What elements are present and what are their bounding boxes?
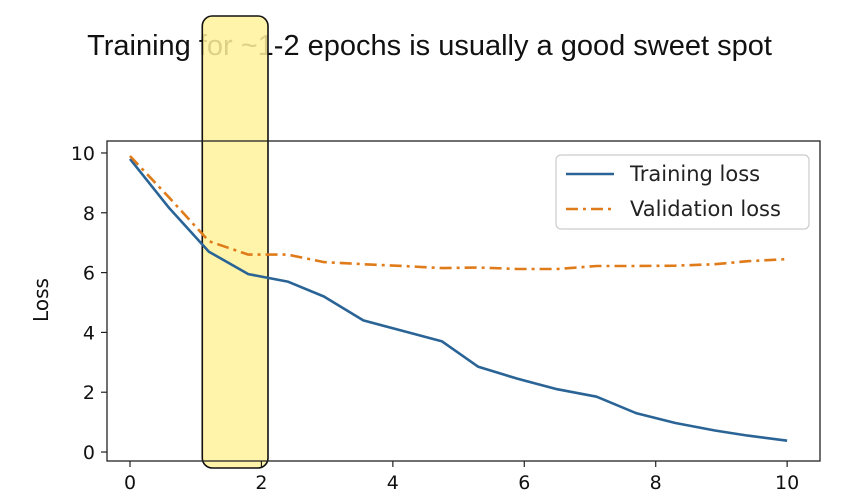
x-tick-label: 6: [518, 472, 530, 494]
axes-frame: [106, 140, 821, 462]
training-loss-line: [128, 158, 788, 442]
x-tick-label: 10: [775, 472, 799, 494]
y-tick-label: 6: [83, 263, 95, 285]
x-tick-label: 2: [255, 472, 267, 494]
y-tick-label: 2: [83, 382, 95, 404]
legend-label: Validation loss: [630, 197, 781, 221]
plot-frame: [106, 140, 821, 462]
validation-loss-line: [129, 155, 788, 271]
y-tick-label: 10: [71, 143, 95, 165]
highlight-box: [201, 15, 269, 469]
tick-layer: 0 2 4 6 8 10 0 2 4 6 8 10: [71, 143, 799, 494]
x-tick-label: 8: [650, 472, 662, 494]
y-tick-label: 4: [83, 322, 95, 344]
legend-label: Training loss: [629, 162, 760, 186]
series-layer: [128, 155, 788, 442]
highlight-layer: [201, 15, 269, 469]
y-tick-label: 0: [83, 442, 95, 464]
legend-box: [555, 154, 810, 230]
chart-title: Training for ~1-2 epochs is usually a go…: [87, 30, 772, 62]
x-tick-label: 0: [124, 472, 136, 494]
x-tick-label: 4: [387, 472, 399, 494]
y-axis-label: Loss: [29, 278, 53, 322]
legend: Training loss Validation loss: [555, 154, 810, 230]
y-tick-label: 8: [83, 203, 95, 225]
